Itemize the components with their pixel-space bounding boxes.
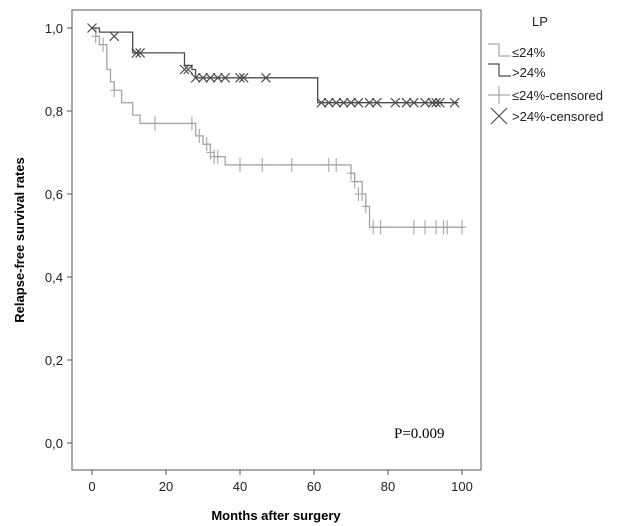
censor-mark-high: [212, 72, 223, 83]
y-tick-label: 0,6: [45, 187, 63, 202]
x-tick-label: 0: [88, 479, 95, 494]
censor-mark-high: [135, 47, 146, 58]
censor-mark-low: [195, 128, 204, 143]
censor-mark-high: [183, 64, 194, 75]
censor-mark-low: [99, 37, 108, 52]
censor-mark-high: [109, 31, 120, 42]
legend-swatch-low: [488, 43, 511, 57]
censor-mark-high: [434, 97, 445, 108]
censor-mark-high: [190, 72, 201, 83]
axes: 0 20 40 60 80 100 0,0 0,2 0,4 0,6 0,8 1,0: [45, 21, 473, 494]
censor-mark-low: [358, 187, 367, 201]
censor-mark-low: [202, 137, 211, 152]
y-tick-label: 1,0: [45, 21, 63, 36]
censor-mark-low: [287, 157, 296, 172]
censor-mark-high: [408, 97, 419, 108]
censor-mark-high: [131, 47, 142, 58]
y-tick-label: 0,4: [45, 270, 63, 285]
censor-mark-high: [338, 97, 349, 108]
censor-mark-low: [110, 83, 119, 98]
censor-mark-high: [220, 72, 231, 83]
censor-mark-high: [390, 97, 401, 108]
censor-mark-high: [431, 97, 442, 108]
y-axis-title: Relapse-free survival rates: [12, 157, 27, 322]
censor-mark-low: [421, 220, 429, 235]
censor-mark-high: [420, 97, 430, 108]
x-tick-label: 40: [233, 479, 247, 494]
censor-mark-low: [150, 116, 159, 131]
censor-mark-low: [369, 220, 378, 235]
censor-mark-high: [316, 97, 327, 108]
censor-mark-high: [87, 23, 97, 33]
censor-mark-high: [238, 72, 249, 83]
x-tick-label: 80: [381, 479, 395, 494]
legend-label-high: >24%: [512, 65, 546, 80]
censor-layer: [87, 23, 466, 235]
censor-mark-low: [324, 157, 333, 172]
censor-mark-high: [323, 97, 334, 108]
legend: LP ≤24% >24% ≤24%-censored >24%-censored: [488, 14, 603, 125]
legend-title: LP: [532, 14, 548, 29]
plot-frame: [71, 9, 482, 471]
censor-mark-low: [409, 220, 418, 235]
censor-mark-low: [432, 220, 441, 235]
censor-mark-high: [235, 72, 245, 83]
legend-label-low-censored: ≤24%-censored: [512, 88, 603, 103]
censor-mark-low: [236, 157, 244, 172]
censor-mark-low: [443, 220, 452, 235]
legend-label-low: ≤24%: [512, 45, 546, 60]
y-tick-label: 0,2: [45, 353, 63, 368]
legend-label-high-censored: >24%-censored: [512, 109, 603, 124]
censor-mark-low: [213, 149, 222, 164]
legend-censored-low-mark: [488, 86, 510, 104]
x-axis-title: Months after surgery: [211, 508, 341, 523]
censor-mark-low: [376, 220, 385, 235]
censor-mark-high: [427, 97, 438, 108]
censor-mark-low: [332, 157, 341, 172]
legend-swatch-high: [488, 63, 511, 77]
y-tick-label: 0,0: [45, 436, 63, 451]
censor-mark-low: [458, 220, 466, 235]
legend-censored-high-mark: [490, 107, 508, 125]
p-value-annotation: P=0.009: [394, 426, 445, 442]
x-tick-label: 60: [307, 479, 321, 494]
y-tick-label: 0,8: [45, 104, 63, 119]
censor-mark-low: [350, 174, 359, 189]
censor-mark-high: [364, 97, 375, 108]
censor-mark-high: [205, 72, 216, 83]
censor-mark-high: [401, 97, 412, 108]
censor-mark-high: [331, 97, 342, 108]
x-tick-label: 100: [451, 479, 473, 494]
censor-mark-high: [179, 64, 190, 75]
censor-mark-low: [347, 166, 355, 181]
censor-mark-high: [353, 97, 364, 108]
censor-mark-high: [449, 97, 460, 108]
censor-mark-high: [371, 97, 382, 108]
censor-mark-high: [346, 97, 356, 108]
censor-mark-high: [260, 72, 271, 83]
censor-mark-low: [258, 157, 267, 172]
censor-mark-low: [361, 199, 370, 214]
censor-mark-high: [198, 72, 208, 83]
censor-mark-low: [187, 116, 196, 131]
x-tick-label: 20: [159, 479, 173, 494]
